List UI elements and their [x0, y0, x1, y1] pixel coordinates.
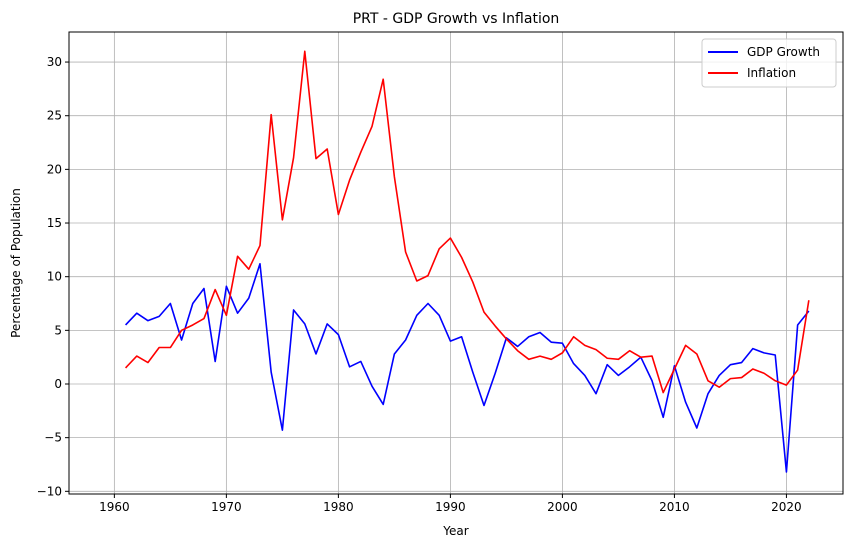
x-tick-label: 1980 [323, 500, 354, 514]
gdp-growth-line [124, 262, 810, 473]
x-tick-label: 1960 [99, 500, 130, 514]
lines-layer [124, 50, 810, 473]
y-tick-label: 15 [47, 216, 62, 230]
x-tick-label: 1970 [211, 500, 242, 514]
y-tick-label: 30 [47, 55, 62, 69]
legend-label-inflation: Inflation [747, 66, 796, 80]
y-tick-label: 5 [54, 323, 62, 337]
inflation-line [124, 50, 810, 394]
y-tick-label: 0 [54, 377, 62, 391]
chart-title: PRT - GDP Growth vs Inflation [353, 11, 560, 27]
legend-label-gdp-growth: GDP Growth [747, 45, 820, 59]
x-tick-label: 1990 [435, 500, 466, 514]
y-tick-label: −5 [44, 431, 62, 445]
y-tick-label: 10 [47, 270, 62, 284]
y-tick-label: 25 [47, 109, 62, 123]
legend: GDP Growth Inflation [701, 38, 837, 88]
y-tick-label: 20 [47, 162, 62, 176]
y-axis-label: Percentage of Population [9, 188, 23, 338]
plot-frame [68, 31, 844, 495]
y-tick-label: −10 [37, 484, 62, 498]
x-tick-label: 2020 [771, 500, 802, 514]
x-axis-label: Year [442, 524, 468, 538]
ticks-layer: 1960 1970 1980 1990 2000 2010 2020 −10 −5 0 5 10 15 2… [37, 55, 802, 514]
x-tick-label: 2010 [659, 500, 690, 514]
x-tick-label: 2000 [547, 500, 578, 514]
